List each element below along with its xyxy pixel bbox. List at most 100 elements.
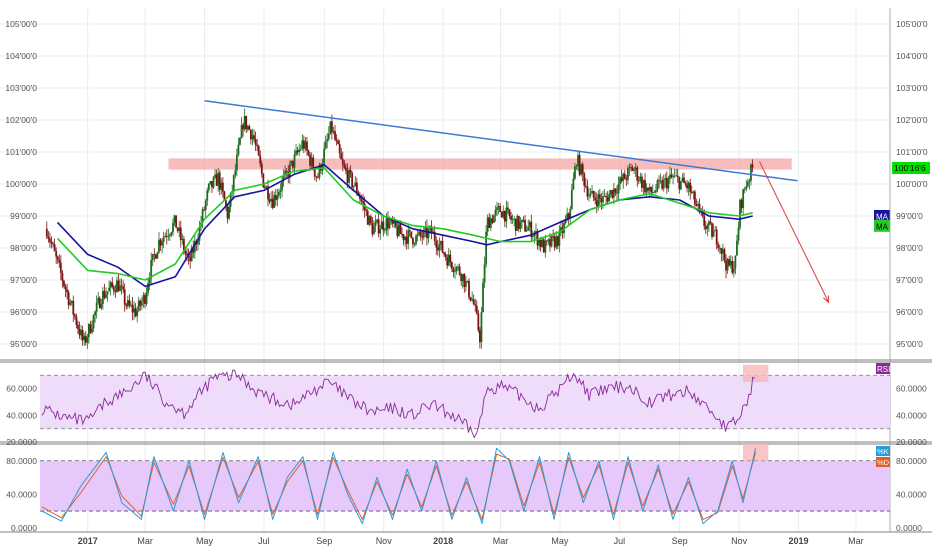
candle-body — [374, 222, 377, 227]
candle-body — [443, 252, 445, 255]
price-tick-label-right: 99'00'0 — [896, 211, 923, 221]
candle-body — [488, 217, 491, 228]
candle-body — [418, 231, 421, 235]
candle-body — [273, 194, 276, 208]
candle-body — [240, 124, 243, 139]
candle-body — [662, 179, 665, 189]
candle-body — [331, 121, 333, 133]
ma-fast-line — [56, 167, 753, 281]
candle-body — [567, 213, 570, 219]
candle-body — [267, 186, 269, 200]
candle-body — [525, 230, 528, 232]
candle-body — [103, 290, 106, 298]
candle-body — [293, 154, 296, 168]
candle-body — [151, 254, 154, 260]
candle-body — [478, 330, 481, 343]
candle-body — [253, 135, 255, 140]
candle-body — [47, 236, 50, 239]
candle-body — [726, 259, 729, 271]
candle-body — [553, 236, 556, 248]
candle-body — [617, 184, 620, 194]
candle-body — [444, 254, 447, 258]
candle-body — [369, 216, 372, 224]
candle-body — [441, 241, 444, 253]
candle-body — [81, 329, 84, 341]
candle-body — [650, 186, 653, 193]
price-tick-label-right: 101'00'0 — [896, 147, 928, 157]
candle-body — [284, 170, 287, 176]
candle-body — [338, 144, 341, 154]
candle-body — [664, 177, 667, 180]
x-tick-label: May — [551, 536, 569, 546]
candle-body — [533, 233, 536, 236]
candle-body — [165, 235, 168, 237]
candle-body — [461, 273, 464, 282]
candle-body — [259, 155, 262, 164]
candle-body — [628, 167, 631, 169]
candle-body — [517, 215, 520, 229]
rsi-highlight — [742, 364, 769, 382]
candle-body — [433, 231, 436, 241]
candle-body — [552, 236, 555, 237]
candle-body — [644, 180, 646, 193]
candle-body — [743, 189, 746, 190]
x-tick-label: Mar — [493, 536, 509, 546]
candle-body — [327, 133, 330, 140]
candle-body — [574, 166, 576, 179]
candle-body — [560, 227, 562, 231]
candle-body — [61, 272, 64, 281]
candle-body — [675, 175, 678, 177]
candle-body — [739, 199, 741, 228]
candle-body — [265, 186, 268, 189]
candle-body — [359, 195, 361, 200]
stoch-k-line — [41, 447, 757, 525]
candle-body — [503, 210, 506, 222]
candle-body — [373, 226, 375, 235]
candle-body — [225, 200, 227, 207]
candle-body — [438, 244, 441, 251]
candle-body — [435, 240, 438, 248]
candle-body — [287, 172, 290, 178]
candle-body — [549, 239, 551, 247]
candle-body — [130, 304, 132, 306]
candle-body — [55, 251, 58, 257]
candle-body — [323, 148, 326, 164]
candle-body — [605, 195, 607, 198]
candle-body — [424, 227, 427, 230]
candle-body — [486, 217, 489, 232]
candle-body — [449, 254, 452, 263]
candle-body — [591, 191, 593, 194]
candle-body — [717, 244, 720, 249]
candle-body — [689, 182, 692, 193]
candle-body — [73, 314, 76, 317]
candle-body — [513, 218, 516, 220]
price-tick-label-left: 105'00'0 — [5, 19, 37, 29]
candle-body — [460, 274, 463, 282]
candle-body — [708, 221, 710, 226]
candle-body — [746, 181, 749, 187]
candle-body — [454, 271, 456, 273]
candle-body — [558, 230, 561, 246]
candle-body — [697, 203, 699, 206]
candle-body — [251, 135, 254, 140]
candle-body — [197, 240, 199, 245]
candle-body — [695, 204, 698, 206]
candle-body — [421, 235, 424, 238]
ma-fast-badge — [874, 219, 890, 232]
candle-body — [50, 241, 53, 244]
candle-body — [371, 223, 374, 235]
candle-body — [436, 247, 439, 251]
candle-body — [683, 177, 685, 183]
x-tick-label: Jul — [614, 536, 626, 546]
price-tick-label-left: 97'00'0 — [10, 275, 37, 285]
candle-body — [117, 280, 120, 291]
candle-body — [407, 230, 410, 244]
candle-body — [52, 243, 54, 245]
candle-body — [217, 172, 220, 186]
candle-body — [122, 286, 125, 290]
candle-body — [304, 141, 307, 149]
candle-body — [419, 231, 422, 236]
x-tick-label: Mar — [137, 536, 153, 546]
